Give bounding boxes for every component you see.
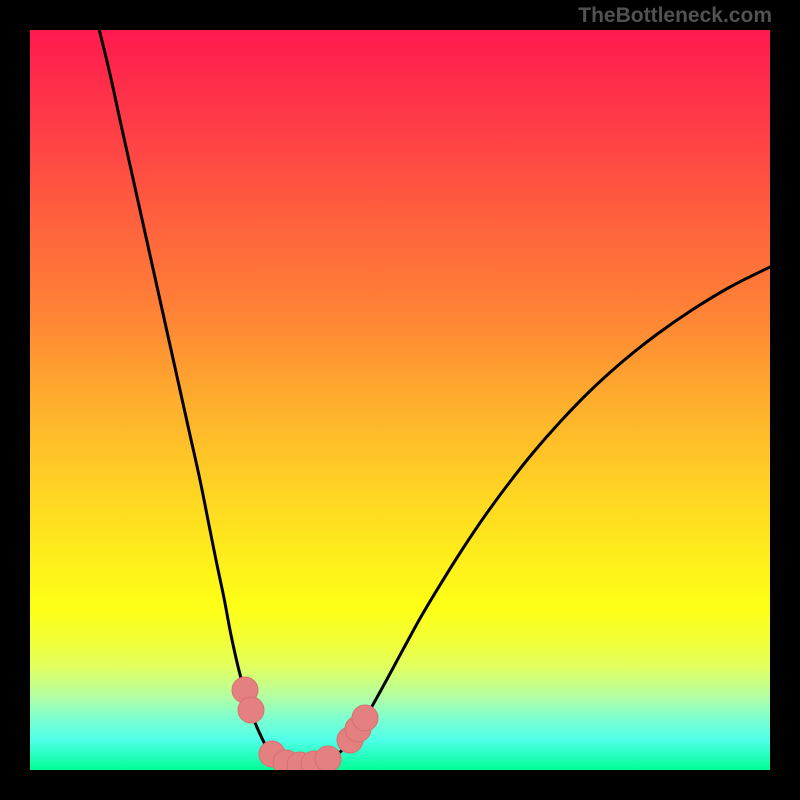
bottleneck-chart xyxy=(30,30,770,770)
chart-background xyxy=(30,30,770,770)
data-marker xyxy=(238,697,264,723)
data-marker xyxy=(315,746,341,770)
watermark-text: TheBottleneck.com xyxy=(578,4,772,28)
chart-svg xyxy=(30,30,770,770)
data-marker xyxy=(352,705,378,731)
